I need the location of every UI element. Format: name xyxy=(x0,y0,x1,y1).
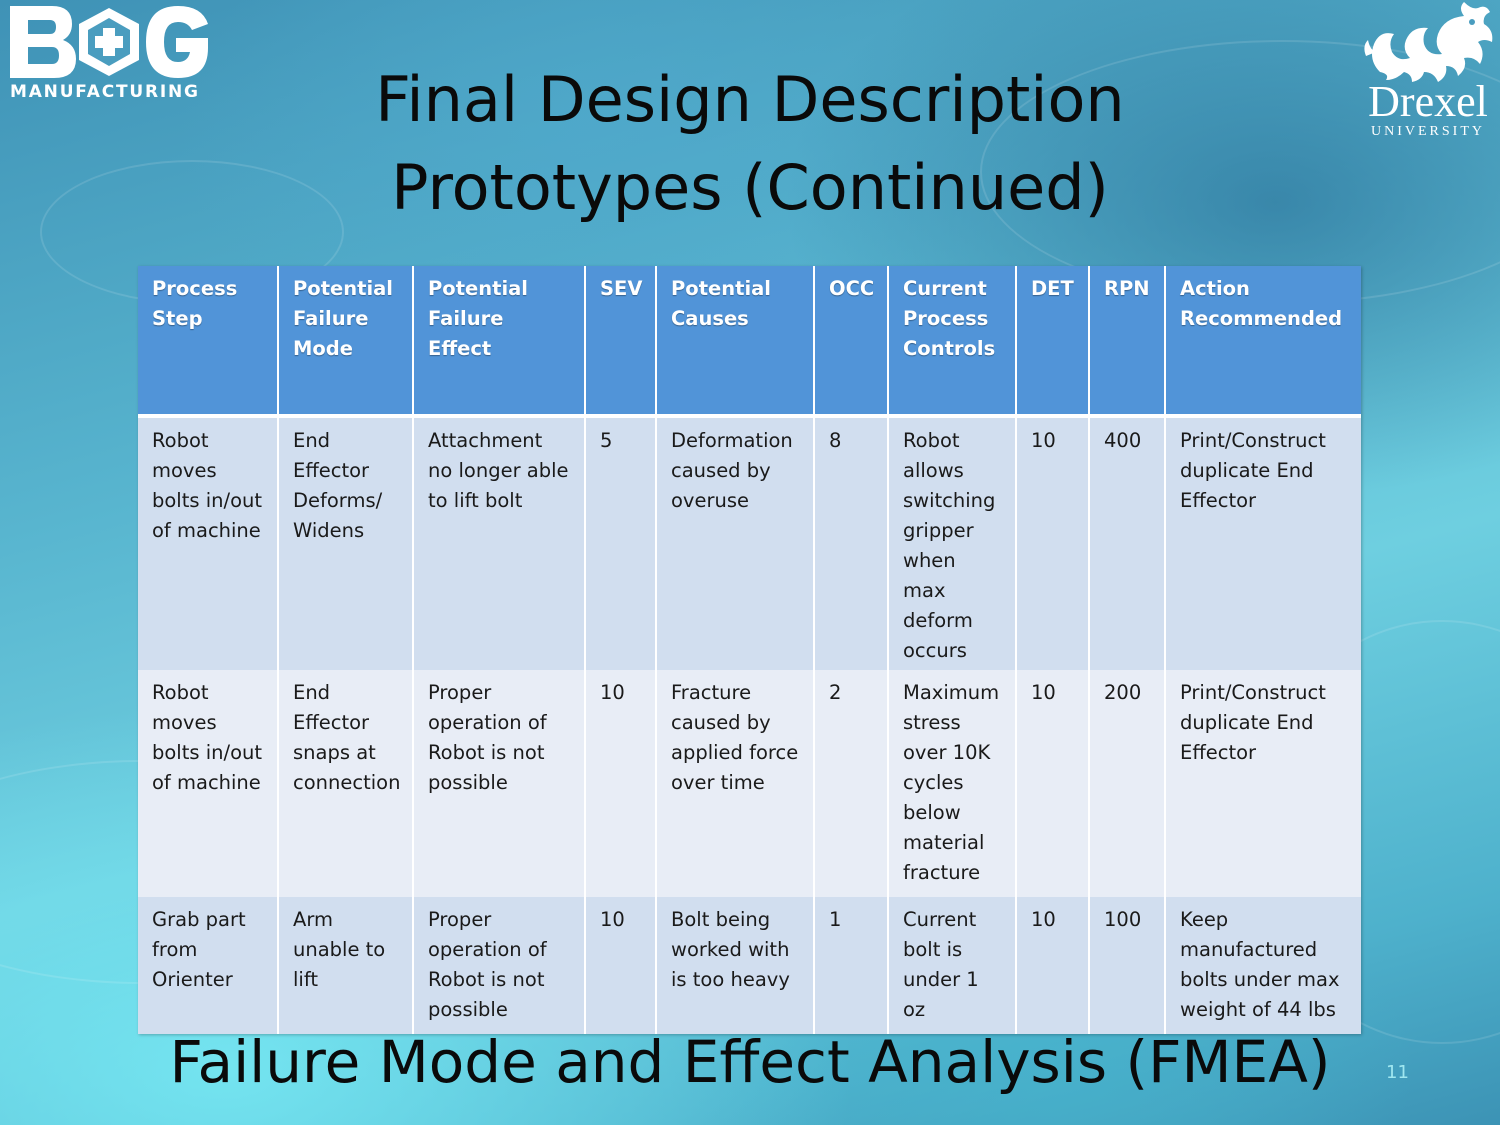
header-action-recommended: Action Recommended xyxy=(1165,266,1361,416)
cell-rpn: 100 xyxy=(1089,897,1166,1034)
cell-process-step: Robot moves bolts in/out of machine xyxy=(138,416,279,670)
cell-process-step: Grab part from Orienter xyxy=(138,897,279,1034)
cell-controls: Robot allows switching gripper when max … xyxy=(888,416,1017,670)
cell-rpn: 400 xyxy=(1089,416,1166,670)
cell-det: 10 xyxy=(1016,416,1090,670)
slide-title-line-2: Prototypes (Continued) xyxy=(391,151,1109,224)
drexel-university-label: UNIVERSITY xyxy=(1371,124,1485,139)
cell-failure-effect: Attachment no longer able to lift bolt xyxy=(413,416,586,670)
cell-sev: 10 xyxy=(585,897,657,1034)
cell-failure-mode: End Effector snaps at connection xyxy=(278,670,414,897)
cell-sev: 5 xyxy=(585,416,657,670)
cell-failure-mode: End Effector Deforms/ Widens xyxy=(278,416,414,670)
header-rpn: RPN xyxy=(1089,266,1166,416)
cell-failure-mode: Arm unable to lift xyxy=(278,897,414,1034)
bog-wordmark: MANUFACTURING xyxy=(10,82,200,102)
cell-action: Print/Construct duplicate End Effector xyxy=(1165,670,1361,897)
slide-number: 11 xyxy=(1386,1062,1409,1083)
bog-letters-icon xyxy=(10,6,208,78)
cell-causes: Fracture caused by applied force over ti… xyxy=(656,670,815,897)
table-row: Robot moves bolts in/out of machine End … xyxy=(138,670,1361,897)
fmea-table: Process Step Potential Failure Mode Pote… xyxy=(138,266,1361,1034)
cell-failure-effect: Proper operation of Robot is not possibl… xyxy=(413,897,586,1034)
dragon-icon xyxy=(1364,2,1493,82)
slide-title-line-1: Final Design Description xyxy=(375,63,1125,136)
cell-sev: 10 xyxy=(585,670,657,897)
header-det: DET xyxy=(1016,266,1090,416)
header-potential-failure-mode: Potential Failure Mode xyxy=(278,266,414,416)
cell-failure-effect: Proper operation of Robot is not possibl… xyxy=(413,670,586,897)
slide-caption: Failure Mode and Effect Analysis (FMEA) xyxy=(169,1028,1331,1096)
cell-causes: Deformation caused by overuse xyxy=(656,416,815,670)
cell-controls: Maximum stress over 10K cycles below mat… xyxy=(888,670,1017,897)
table-row: Grab part from Orienter Arm unable to li… xyxy=(138,897,1361,1034)
bog-manufacturing-logo: MANUFACTURING xyxy=(6,2,212,102)
cell-occ: 2 xyxy=(814,670,889,897)
header-potential-failure-effect: Potential Failure Effect xyxy=(413,266,586,416)
slide-title: Final Design Description Prototypes (Con… xyxy=(250,56,1250,232)
cell-process-step: Robot moves bolts in/out of machine xyxy=(138,670,279,897)
cell-det: 10 xyxy=(1016,670,1090,897)
cell-action: Keep manufactured bolts under max weight… xyxy=(1165,897,1361,1034)
header-occ: OCC xyxy=(814,266,889,416)
table-row: Robot moves bolts in/out of machine End … xyxy=(138,416,1361,670)
drexel-name: Drexel xyxy=(1368,77,1488,126)
cell-controls: Current bolt is under 1 oz xyxy=(888,897,1017,1034)
cell-action: Print/Construct duplicate End Effector xyxy=(1165,416,1361,670)
cell-rpn: 200 xyxy=(1089,670,1166,897)
cell-occ: 8 xyxy=(814,416,889,670)
cell-causes: Bolt being worked with is too heavy xyxy=(656,897,815,1034)
cell-occ: 1 xyxy=(814,897,889,1034)
table-header-row: Process Step Potential Failure Mode Pote… xyxy=(138,266,1361,416)
header-potential-causes: Potential Causes xyxy=(656,266,815,416)
cell-det: 10 xyxy=(1016,897,1090,1034)
header-current-process-controls: Current Process Controls xyxy=(888,266,1017,416)
drexel-university-logo: Drexel UNIVERSITY xyxy=(1360,0,1498,145)
header-process-step: Process Step xyxy=(138,266,279,416)
header-sev: SEV xyxy=(585,266,657,416)
